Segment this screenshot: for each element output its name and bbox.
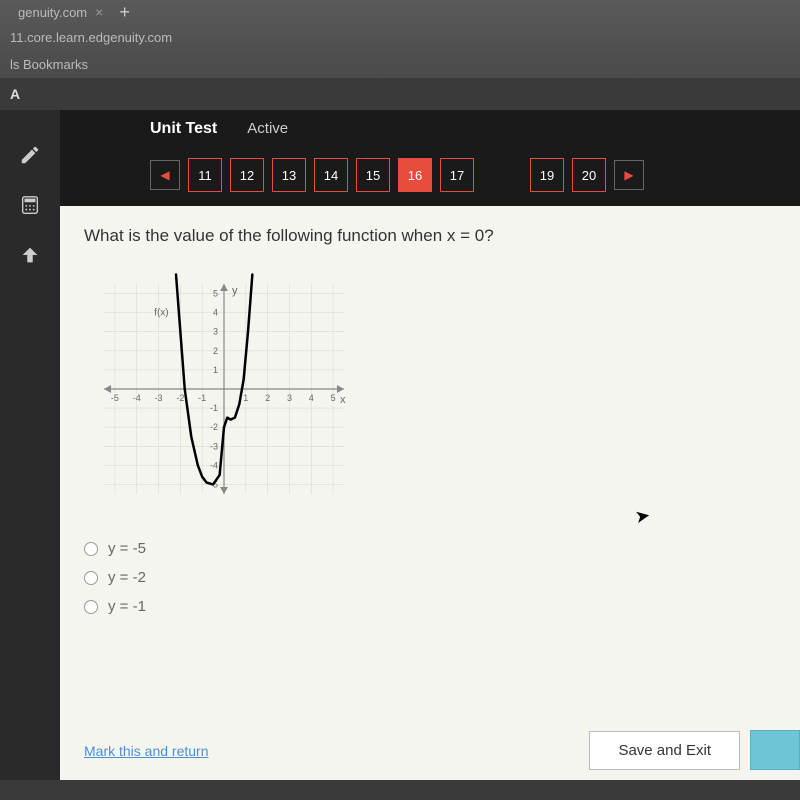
tab-bar: genuity.com × + bbox=[0, 0, 800, 24]
answer-label: y = -1 bbox=[108, 598, 146, 615]
svg-text:-1: -1 bbox=[210, 403, 218, 413]
nav-question-13[interactable]: 13 bbox=[272, 158, 306, 192]
browser-tab[interactable]: genuity.com × bbox=[8, 0, 113, 24]
bookmarks-bar[interactable]: ls Bookmarks bbox=[0, 51, 800, 78]
test-title: Unit Test bbox=[150, 120, 217, 138]
a-label: A bbox=[0, 78, 800, 110]
svg-text:y: y bbox=[232, 285, 238, 297]
nav-question-16[interactable]: 16 bbox=[398, 158, 432, 192]
nav-next-button[interactable]: ▶ bbox=[614, 160, 644, 190]
svg-text:4: 4 bbox=[309, 393, 314, 403]
svg-text:-1: -1 bbox=[198, 393, 206, 403]
answer-option[interactable]: y = -1 bbox=[84, 592, 776, 621]
radio-icon[interactable] bbox=[84, 600, 98, 614]
url-bar[interactable]: 11.core.learn.edgenuity.com bbox=[0, 24, 800, 51]
svg-text:5: 5 bbox=[213, 289, 218, 299]
browser-chrome: genuity.com × + 11.core.learn.edgenuity.… bbox=[0, 0, 800, 78]
svg-text:-2: -2 bbox=[210, 422, 218, 432]
svg-text:-3: -3 bbox=[210, 441, 218, 451]
pencil-icon[interactable] bbox=[15, 140, 45, 170]
new-tab-icon[interactable]: + bbox=[119, 2, 130, 23]
content-wrap: Unit Test Active ◀ 11121314151617 1920 ▶… bbox=[60, 110, 800, 780]
answer-option[interactable]: y = -5 bbox=[84, 534, 776, 563]
collapse-icon[interactable] bbox=[15, 240, 45, 270]
svg-text:2: 2 bbox=[265, 393, 270, 403]
svg-text:4: 4 bbox=[213, 308, 218, 318]
tool-sidebar bbox=[0, 110, 60, 780]
svg-text:x: x bbox=[340, 394, 346, 406]
next-button-partial[interactable] bbox=[750, 730, 800, 770]
save-exit-button[interactable]: Save and Exit bbox=[589, 731, 740, 770]
cursor-icon: ➤ bbox=[633, 505, 652, 528]
test-status: Active bbox=[247, 120, 288, 138]
nav-question-15[interactable]: 15 bbox=[356, 158, 390, 192]
svg-text:-5: -5 bbox=[111, 393, 119, 403]
main-area: Unit Test Active ◀ 11121314151617 1920 ▶… bbox=[0, 110, 800, 780]
function-graph: -5-4-3-2-112345-5-4-3-2-112345xyf(x) bbox=[84, 264, 364, 514]
answer-label: y = -5 bbox=[108, 540, 146, 557]
nav-question-14[interactable]: 14 bbox=[314, 158, 348, 192]
answer-option[interactable]: y = -2 bbox=[84, 563, 776, 592]
tab-title: genuity.com bbox=[18, 5, 87, 20]
svg-text:3: 3 bbox=[213, 327, 218, 337]
answer-label: y = -2 bbox=[108, 569, 146, 586]
nav-question-17[interactable]: 17 bbox=[440, 158, 474, 192]
nav-question-20[interactable]: 20 bbox=[572, 158, 606, 192]
svg-text:f(x): f(x) bbox=[154, 308, 168, 319]
radio-icon[interactable] bbox=[84, 571, 98, 585]
answer-list: y = -5 y = -2 y = -1 bbox=[84, 534, 776, 621]
svg-text:1: 1 bbox=[213, 365, 218, 375]
calculator-icon[interactable] bbox=[15, 190, 45, 220]
svg-text:3: 3 bbox=[287, 393, 292, 403]
nav-prev-button[interactable]: ◀ bbox=[150, 160, 180, 190]
nav-question-12[interactable]: 12 bbox=[230, 158, 264, 192]
close-icon[interactable]: × bbox=[95, 4, 103, 20]
nav-question-19[interactable]: 19 bbox=[530, 158, 564, 192]
radio-icon[interactable] bbox=[84, 542, 98, 556]
test-header: Unit Test Active ◀ 11121314151617 1920 ▶ bbox=[60, 110, 800, 206]
nav-question-11[interactable]: 11 bbox=[188, 158, 222, 192]
svg-text:2: 2 bbox=[213, 346, 218, 356]
svg-text:-2: -2 bbox=[176, 393, 184, 403]
svg-text:1: 1 bbox=[243, 393, 248, 403]
svg-text:-3: -3 bbox=[155, 393, 163, 403]
bottom-bar: Mark this and return Save and Exit bbox=[84, 731, 800, 770]
svg-text:5: 5 bbox=[331, 393, 336, 403]
question-nav: ◀ 11121314151617 1920 ▶ bbox=[150, 148, 800, 206]
svg-text:-4: -4 bbox=[210, 460, 218, 470]
question-text: What is the value of the following funct… bbox=[84, 226, 776, 246]
svg-text:-4: -4 bbox=[133, 393, 141, 403]
mark-return-link[interactable]: Mark this and return bbox=[84, 743, 209, 759]
question-panel: What is the value of the following funct… bbox=[60, 206, 800, 780]
